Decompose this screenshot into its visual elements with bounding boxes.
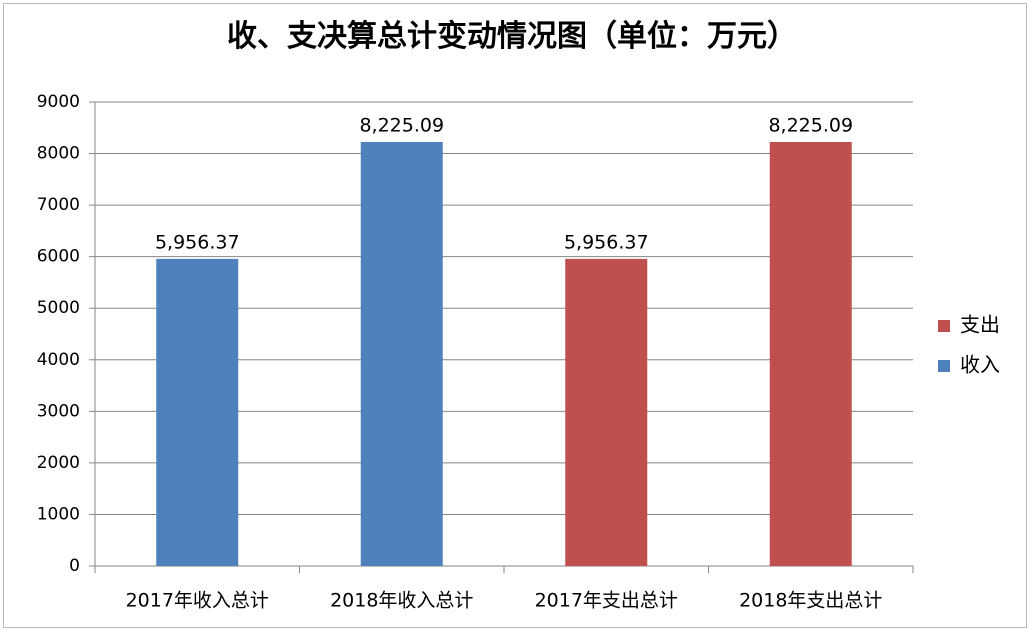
bar [360,141,443,566]
y-tick-label: 6000 [37,247,80,267]
bar [769,141,852,566]
x-tick-label: 2018年收入总计 [330,590,473,612]
y-tick-label: 1000 [37,504,80,524]
x-tick-label: 2018年支出总计 [739,590,882,612]
x-tick-label: 2017年支出总计 [535,590,678,612]
y-tick-label: 8000 [37,144,80,164]
y-tick-label: 4000 [37,350,80,370]
x-tick-label: 2017年收入总计 [126,590,269,612]
value-label: 5,956.37 [155,231,240,253]
value-label: 8,225.09 [768,114,853,136]
y-tick-label: 9000 [37,92,80,112]
legend-label: 支出 [960,313,1000,337]
y-tick-label: 3000 [37,401,80,421]
y-tick-label: 2000 [37,453,80,473]
legend-label: 收入 [960,353,1000,377]
chart-title: 收、支决算总计变动情况图（单位：万元） [227,19,797,54]
y-tick-label: 5000 [37,298,80,318]
bar [565,258,648,566]
value-label: 5,956.37 [564,231,649,253]
legend-swatch [938,360,950,372]
bar [156,258,239,566]
value-label: 8,225.09 [359,114,444,136]
legend-swatch [938,320,950,332]
y-tick-label: 0 [69,556,80,576]
y-tick-label: 7000 [37,195,80,215]
